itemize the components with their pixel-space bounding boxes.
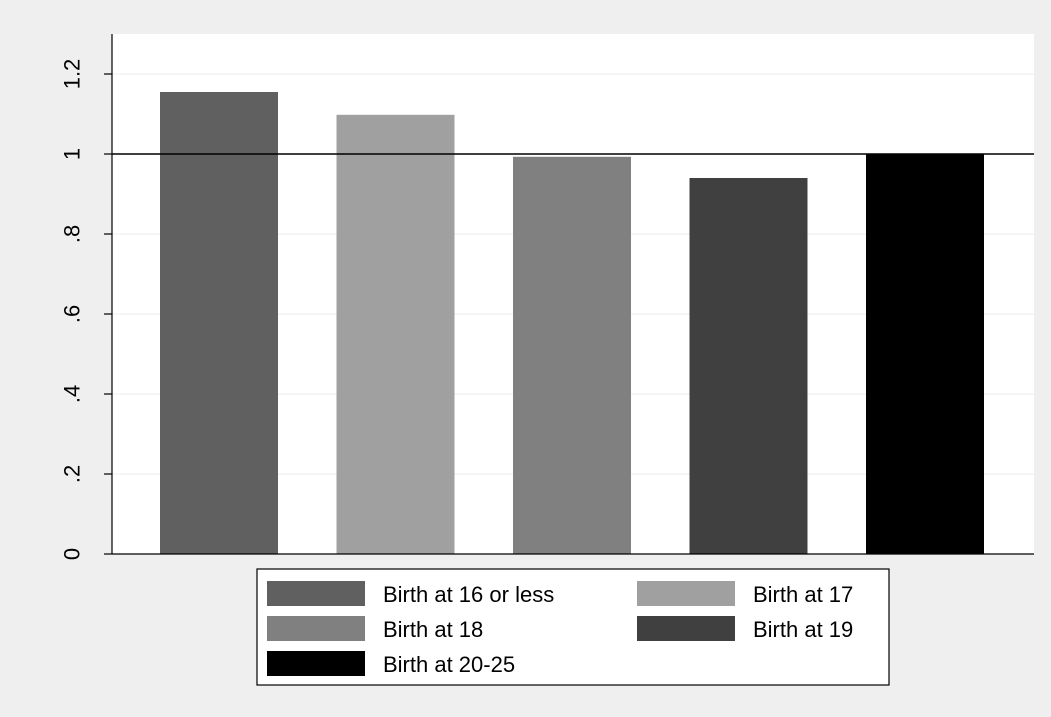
legend-label-1: Birth at 16 or less xyxy=(383,582,554,607)
y-tick-label: .2 xyxy=(60,465,85,483)
legend-swatch-2 xyxy=(637,581,735,606)
bar-5 xyxy=(866,154,984,554)
axes: 0 .2 .4 .6 .8 1 1.2 xyxy=(60,34,1034,560)
y-tick-label: .4 xyxy=(60,385,85,403)
bar-2 xyxy=(336,114,455,555)
y-tick-label: .8 xyxy=(60,225,85,243)
legend-swatch-1 xyxy=(267,581,365,606)
legend-swatch-4 xyxy=(637,616,735,641)
legend-label-5: Birth at 20-25 xyxy=(383,652,515,677)
legend-label-3: Birth at 18 xyxy=(383,617,483,642)
y-tick-label: 1 xyxy=(60,148,85,160)
bar-4 xyxy=(689,178,808,554)
legend-swatch-3 xyxy=(267,616,365,641)
bars xyxy=(160,92,984,555)
legend: Birth at 16 or less Birth at 17 Birth at 1… xyxy=(256,568,890,686)
legend-label-2: Birth at 17 xyxy=(753,582,853,607)
legend-swatch-5 xyxy=(267,651,365,676)
y-tick-label: 1.2 xyxy=(60,59,85,90)
legend-label-4: Birth at 19 xyxy=(753,617,853,642)
y-tick-label: 0 xyxy=(60,548,85,560)
y-tick-label: .6 xyxy=(60,305,85,323)
bar-1 xyxy=(160,92,278,554)
bar-3 xyxy=(513,156,631,555)
